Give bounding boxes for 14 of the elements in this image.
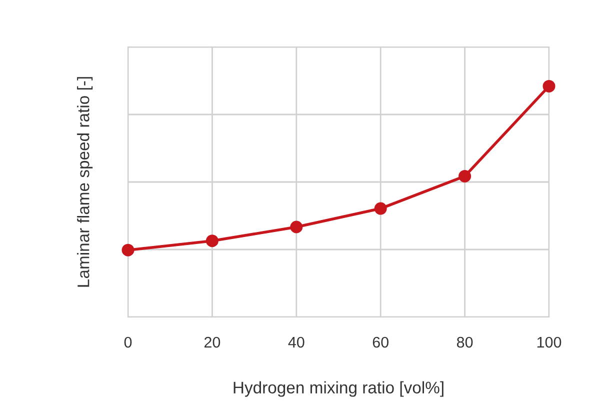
x-axis-title: Hydrogen mixing ratio [vol%]	[234, 381, 444, 397]
point	[206, 234, 218, 248]
point	[374, 202, 387, 215]
point	[542, 80, 556, 92]
x-tick-label: 0	[124, 336, 132, 348]
x-tick-label: 40	[288, 336, 304, 348]
x-tick-label: 80	[456, 336, 473, 348]
point	[122, 244, 134, 256]
y-axis-title: Laminar flame speed ratio [-]	[77, 77, 93, 287]
point	[290, 220, 303, 234]
x-tick-label: 100	[537, 336, 562, 348]
x-tick-label: 20	[204, 336, 220, 348]
x-tick-label: 60	[372, 336, 388, 348]
point	[458, 170, 472, 182]
